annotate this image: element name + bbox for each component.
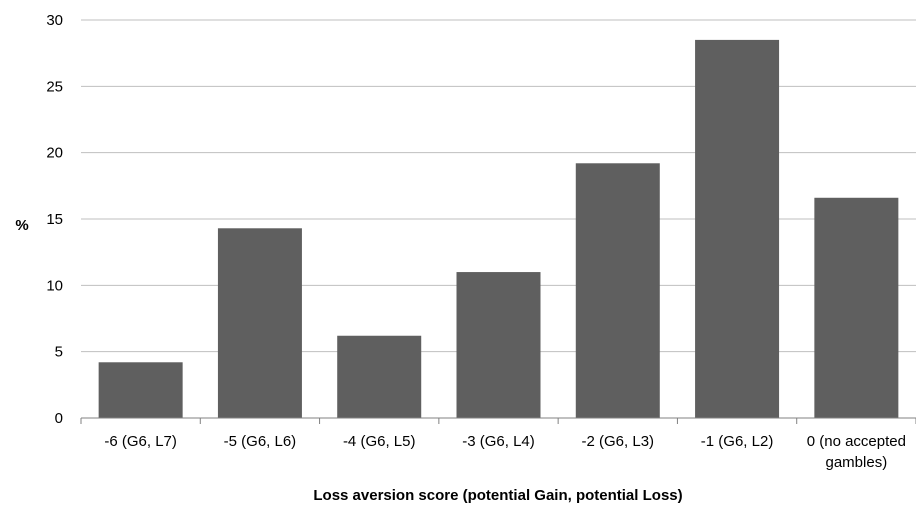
x-tick-label: -2 (G6, L3) — [582, 433, 655, 450]
y-tick-label: 5 — [55, 344, 63, 361]
x-tick-label: -1 (G6, L2) — [701, 433, 774, 450]
y-tick-label: 10 — [46, 277, 63, 294]
bar — [575, 163, 660, 418]
y-tick-label: 20 — [46, 145, 63, 162]
x-tick-label: 0 (no accepted — [807, 433, 906, 450]
x-axis-title: Loss aversion score (potential Gain, pot… — [313, 487, 682, 504]
bar — [337, 335, 422, 418]
y-axis-title: % — [15, 217, 28, 234]
x-tick-label: -4 (G6, L5) — [343, 433, 416, 450]
x-tick-label: -6 (G6, L7) — [104, 433, 177, 450]
bar — [456, 272, 541, 418]
x-tick-label: gambles) — [826, 454, 888, 471]
bar — [695, 39, 780, 419]
y-tick-label: 25 — [46, 78, 63, 95]
y-tick-label: 0 — [55, 410, 63, 427]
y-tick-label: 30 — [46, 12, 63, 29]
bars — [98, 39, 899, 419]
bar — [814, 197, 899, 418]
y-tick-labels: 0 5 10 15 20 25 30 — [46, 12, 63, 427]
x-tick-label: -5 (G6, L6) — [224, 433, 297, 450]
bar — [98, 362, 183, 418]
x-tick-label: -3 (G6, L4) — [462, 433, 535, 450]
y-tick-label: 15 — [46, 211, 63, 228]
bar — [217, 228, 302, 418]
x-tick-labels: -6 (G6, L7) -5 (G6, L6) -4 (G6, L5) -3 (G6,… — [80, 418, 916, 471]
